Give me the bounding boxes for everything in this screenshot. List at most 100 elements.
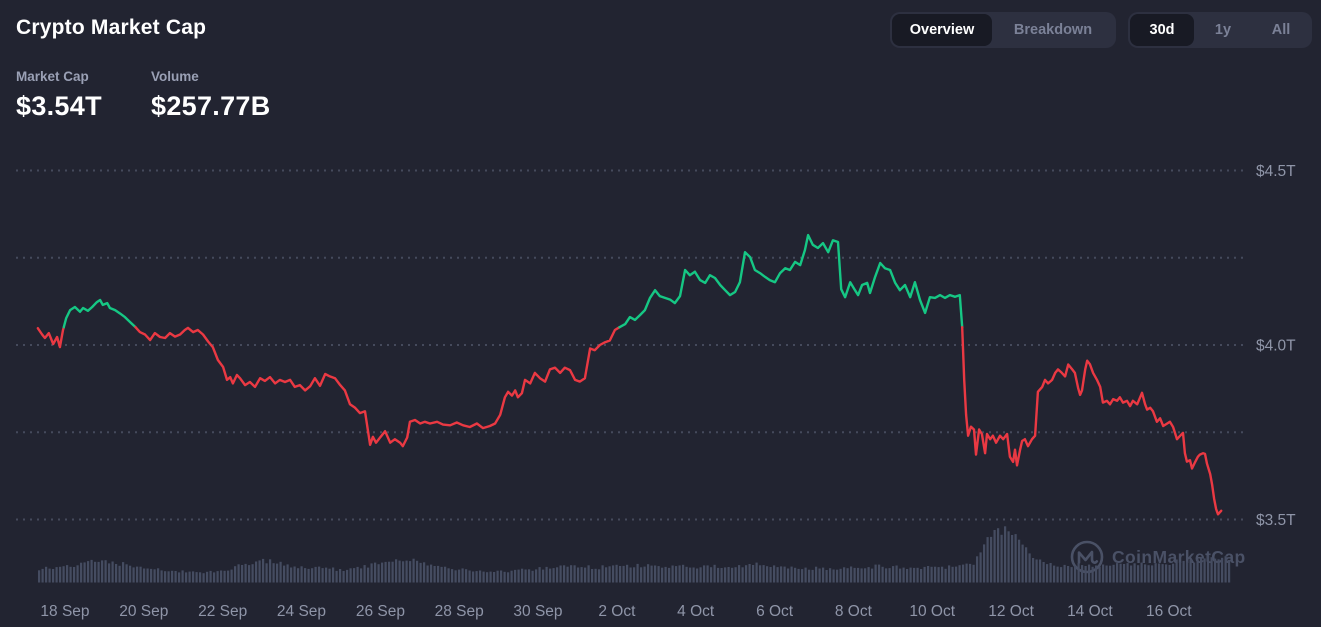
volume-bar: [654, 565, 657, 583]
tab-range-1y[interactable]: 1y: [1214, 22, 1232, 38]
volume-bar: [657, 566, 660, 583]
volume-bar: [1224, 556, 1227, 583]
volume-bar: [48, 568, 51, 583]
tab-range-30d[interactable]: 30d: [1130, 14, 1194, 46]
volume-bar: [598, 569, 601, 583]
volume-bar: [493, 572, 496, 583]
volume-bar: [811, 569, 814, 583]
volume-bar: [66, 565, 69, 583]
volume-bar: [1042, 562, 1045, 583]
volume-bar: [171, 570, 174, 583]
volume-bar: [545, 566, 548, 583]
volume-bar: [489, 571, 492, 583]
volume-bar: [955, 566, 958, 583]
volume-bar: [342, 571, 345, 583]
volume-bar: [80, 562, 83, 583]
volume-bar: [720, 568, 723, 583]
volume-bar: [101, 560, 104, 583]
volume-bar: [577, 567, 580, 583]
volume-bar: [419, 562, 422, 583]
volume-bar: [507, 572, 510, 583]
volume-bar: [923, 566, 926, 583]
volume-bar: [1105, 565, 1108, 583]
volume-bar: [412, 558, 415, 583]
volume-bar: [265, 563, 268, 583]
volume-bar: [888, 568, 891, 583]
volume-bar: [1179, 561, 1182, 583]
volume-bar: [731, 567, 734, 583]
tab-breakdown[interactable]: Breakdown: [1013, 22, 1093, 38]
volume-bar: [440, 566, 443, 583]
volume-bar: [801, 569, 804, 583]
volume-bar: [430, 564, 433, 583]
volume-bar: [314, 566, 317, 583]
volume-bar: [664, 566, 667, 583]
volume-bar: [825, 570, 828, 583]
volume-bar: [188, 571, 191, 583]
volume-bar: [535, 569, 538, 583]
volume-bar: [1186, 561, 1189, 583]
volume-bar: [556, 567, 559, 583]
volume-bar: [1039, 559, 1042, 583]
volume-bar: [1147, 565, 1150, 583]
volume-bar: [1014, 534, 1017, 583]
tab-overview[interactable]: Overview: [892, 14, 992, 46]
volume-bar: [864, 568, 867, 583]
volume-bar: [370, 563, 373, 583]
volume-bar: [286, 564, 289, 583]
volume-bar: [1154, 563, 1157, 583]
volume-bar: [146, 568, 149, 583]
x-axis-label: 10 Oct: [909, 603, 955, 620]
volume-bar: [1011, 535, 1014, 583]
volume-bar: [633, 567, 636, 583]
volume-bar: [297, 568, 300, 583]
price-line-up-segment: [62, 298, 137, 329]
volume-bar: [983, 544, 986, 583]
volume-bar: [234, 566, 237, 583]
volume-bar: [195, 572, 198, 583]
volume-bar: [262, 558, 265, 583]
volume-bar: [1112, 564, 1115, 583]
volume-bar: [1084, 566, 1087, 583]
volume-label: Volume: [151, 69, 199, 84]
tab-range-all[interactable]: All: [1271, 22, 1291, 38]
volume-bar: [398, 560, 401, 583]
range-toggle: 30d 1y All: [1128, 12, 1312, 48]
volume-bar: [717, 567, 720, 583]
volume-bar: [206, 571, 209, 583]
volume-bar: [755, 562, 758, 583]
volume-bar: [573, 565, 576, 583]
volume-bar: [1119, 563, 1122, 583]
volume-bar: [83, 562, 86, 583]
volume-bar: [1214, 558, 1217, 583]
y-axis-label: $4.5T: [1256, 163, 1296, 180]
volume-bar: [367, 567, 370, 583]
price-line-down-segment: [961, 326, 1223, 516]
volume-bar: [192, 571, 195, 583]
volume-bar: [650, 565, 653, 583]
volume-bar: [790, 566, 793, 583]
volume-bar: [321, 568, 324, 583]
volume-bar: [1098, 566, 1101, 583]
volume-bar: [269, 559, 272, 583]
volume-bar: [290, 567, 293, 583]
volume-bar: [108, 563, 111, 583]
volume-bar: [591, 569, 594, 583]
volume-bar: [202, 573, 205, 583]
volume-bar: [937, 567, 940, 583]
volume-bar: [899, 568, 902, 583]
volume-bar: [97, 561, 100, 583]
price-line-down-segment: [134, 326, 621, 448]
volume-bar: [878, 564, 881, 583]
volume-bar: [944, 568, 947, 583]
volume-bar: [976, 556, 979, 583]
volume-bar: [381, 562, 384, 583]
volume-bar: [1081, 565, 1084, 583]
volume-bar: [1007, 531, 1010, 583]
volume-bar: [115, 564, 118, 583]
volume-bar: [1221, 557, 1224, 583]
volume-bar: [661, 567, 664, 583]
volume-bar: [1168, 565, 1171, 583]
volume-bar: [724, 567, 727, 583]
